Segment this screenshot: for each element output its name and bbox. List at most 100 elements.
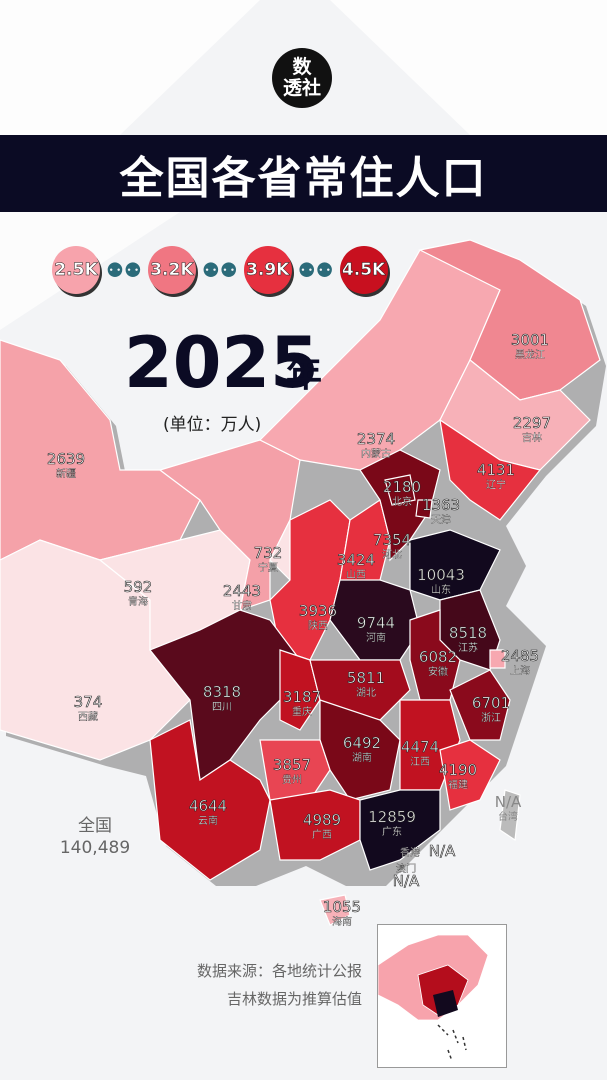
- province-value: 4131: [477, 461, 515, 479]
- province-value: 4474: [401, 738, 439, 756]
- province-value: 1363: [422, 496, 460, 514]
- province-value: 3424: [337, 551, 375, 569]
- province-name: 香港: [400, 847, 420, 859]
- region-guangdong: [359, 789, 441, 871]
- region-liaoning: [439, 418, 542, 521]
- region-shanghai: [489, 649, 506, 669]
- legend-label-4: 4.5K: [341, 260, 386, 281]
- province-name: 黑龙江: [515, 348, 545, 361]
- people-icon: ⚉⚉: [106, 258, 142, 282]
- inset-map: [378, 934, 489, 1062]
- province-name: 台湾: [498, 810, 518, 823]
- region-anhui: [409, 609, 461, 701]
- region-chongqing: [279, 649, 321, 731]
- province-value: 374: [74, 693, 103, 711]
- source-line-1: 数据来源：各地统计公报: [196, 962, 362, 980]
- province-name: 江苏: [458, 641, 478, 654]
- people-icon: ⚉⚉: [297, 258, 334, 282]
- province-value: 592: [124, 578, 153, 596]
- province-name: 内蒙古: [361, 447, 391, 460]
- province-value: 6492: [343, 734, 381, 752]
- title-bar: 全国各省常住人口: [0, 135, 607, 212]
- province-name: 山东: [431, 583, 451, 596]
- source-line-2: 吉林数据为推算估值: [226, 990, 362, 1008]
- people-icon: ⚉⚉: [201, 258, 238, 282]
- province-value: 2180: [383, 478, 421, 496]
- province-value: 2639: [47, 450, 85, 468]
- province-name: 甘肃: [232, 599, 252, 612]
- province-value: 4644: [189, 797, 227, 815]
- province-name: 福建: [448, 778, 468, 791]
- region-heilongjiang: [418, 239, 601, 401]
- province-value: N/A: [429, 842, 456, 860]
- region-yunnan: [149, 719, 271, 881]
- legend-dot-1: 2.5K: [52, 246, 100, 294]
- province-value: 1055: [323, 898, 361, 916]
- province-name: 广东: [382, 825, 402, 838]
- province-value: 2443: [223, 582, 261, 600]
- region-beijing: [384, 474, 416, 506]
- province-name: 天津: [431, 514, 451, 526]
- province-value: 8318: [203, 683, 241, 701]
- province-value: 2374: [357, 430, 395, 448]
- province-value: 3001: [511, 331, 549, 349]
- brand-logo: 数 透社: [272, 48, 332, 108]
- province-name: 吉林: [522, 431, 542, 444]
- province-value: 12859: [368, 808, 416, 826]
- province-value: 3857: [273, 756, 311, 774]
- province-name: 青海: [128, 595, 148, 608]
- provinces: [0, 239, 601, 926]
- province-name: 江西: [410, 756, 430, 768]
- region-taiwan: [499, 789, 521, 842]
- legend-dot-3: 3.9K: [243, 246, 292, 294]
- province-name: 北京: [392, 495, 412, 508]
- region-fujian: [439, 739, 501, 811]
- province-name: 澳门: [396, 862, 416, 875]
- unit-label: (单位：万人): [163, 415, 262, 435]
- national-total-label: 全国: [78, 816, 112, 836]
- province-name: 重庆: [292, 705, 312, 718]
- province-value: 4190: [439, 761, 477, 779]
- province-value: 10043: [417, 566, 465, 584]
- province-name: 广西: [312, 829, 332, 841]
- logo-line2: 透社: [282, 77, 321, 99]
- province-name: 山西: [346, 569, 366, 581]
- region-guizhou: [259, 739, 331, 801]
- color-legend: 2.5K ⚉⚉ 3.2K ⚉⚉ 3.9K ⚉⚉ 4.5K: [52, 246, 388, 294]
- national-total-value: 140,489: [59, 838, 131, 858]
- province-name: 浙江: [481, 712, 501, 724]
- region-zhejiang: [449, 669, 511, 741]
- province-name: 河南: [366, 631, 386, 644]
- year-label: 2025: [124, 322, 319, 404]
- logo-line1: 数: [292, 56, 312, 78]
- province-value: 6701: [472, 694, 510, 712]
- province-value: 8518: [449, 624, 487, 642]
- province-name: 西藏: [78, 711, 98, 723]
- national-total: 全国 140,489: [50, 815, 140, 859]
- province-name: 贵州: [282, 773, 302, 786]
- year-suffix: 年: [286, 354, 323, 395]
- province-name: 上海: [510, 664, 530, 677]
- province-name: 辽宁: [486, 478, 506, 491]
- legend-dot-2: 3.2K: [147, 246, 196, 294]
- legend-label-2: 3.2K: [150, 260, 194, 281]
- province-value: 7354: [373, 531, 411, 549]
- legend-dot-4: 4.5K: [339, 246, 388, 294]
- region-hainan: [319, 894, 351, 926]
- province-name: 安徽: [428, 665, 448, 678]
- province-value: 4989: [303, 811, 341, 829]
- province-name: 四川: [212, 702, 232, 713]
- province-value: 732: [254, 544, 283, 562]
- province-name: 陕西: [308, 619, 328, 632]
- legend-label-1: 2.5K: [54, 260, 98, 281]
- province-value: 6082: [419, 648, 457, 666]
- legend-label-3: 3.9K: [246, 260, 290, 281]
- province-name: 湖北: [356, 687, 376, 699]
- province-value: 5811: [347, 669, 385, 687]
- province-value: 2297: [513, 414, 551, 432]
- province-value: N/A: [495, 793, 522, 811]
